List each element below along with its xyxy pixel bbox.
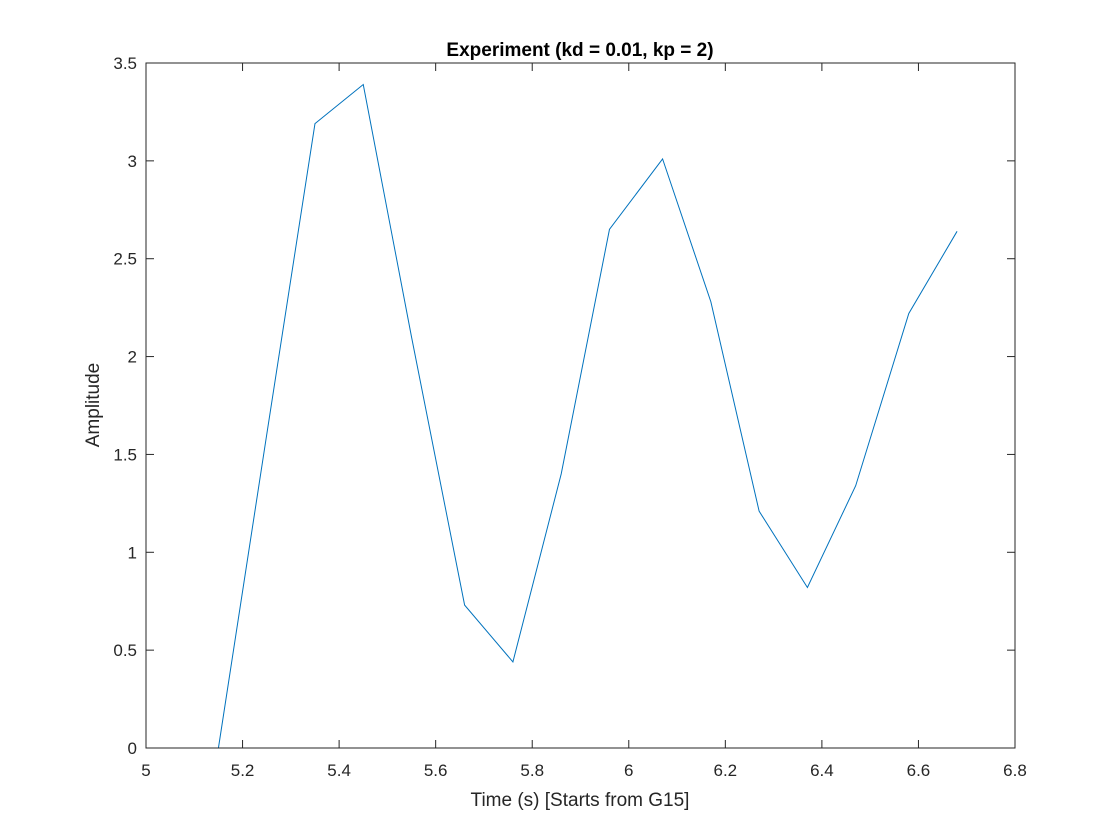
series-group xyxy=(217,83,958,749)
chart-title: Experiment (kd = 0.01, kp = 2) xyxy=(446,40,713,61)
x-tick-label: 5.6 xyxy=(424,761,448,780)
plot-area-background xyxy=(146,63,1015,748)
x-tick-label: 6 xyxy=(624,761,633,780)
x-axis-tick-labels: 5 5.2 5.4 5.6 5.8 6 6.2 6.4 6.6 6.8 xyxy=(141,761,1027,780)
x-tick-label: 6.6 xyxy=(907,761,931,780)
y-tick-label: 3.5 xyxy=(113,54,137,73)
x-tick-label: 5.8 xyxy=(520,761,544,780)
x-tick-label: 6.4 xyxy=(810,761,834,780)
y-tick-label: 3 xyxy=(128,152,137,171)
x-tick-label: 5.2 xyxy=(231,761,255,780)
y-tick-label: 2 xyxy=(128,348,137,367)
x-axis-ticks xyxy=(145,63,1016,748)
x-tick-label: 5.4 xyxy=(327,761,351,780)
y-tick-label: 1.5 xyxy=(113,445,137,464)
y-tick-label: 2.5 xyxy=(113,250,137,269)
series-line xyxy=(217,83,958,749)
x-tick-label: 5 xyxy=(141,761,150,780)
y-axis-label: Amplitude xyxy=(83,363,104,448)
x-tick-label: 6.8 xyxy=(1003,761,1027,780)
y-tick-label: 0 xyxy=(128,739,137,758)
y-axis-tick-labels: 0 0.5 1 1.5 2 2.5 3 3.5 xyxy=(113,54,137,758)
y-tick-label: 0.5 xyxy=(113,641,137,660)
x-axis-label: Time (s) [Starts from G15] xyxy=(471,790,690,811)
y-tick-label: 1 xyxy=(128,543,137,562)
plot-area-frame xyxy=(145,62,1016,749)
x-tick-label: 6.2 xyxy=(714,761,738,780)
